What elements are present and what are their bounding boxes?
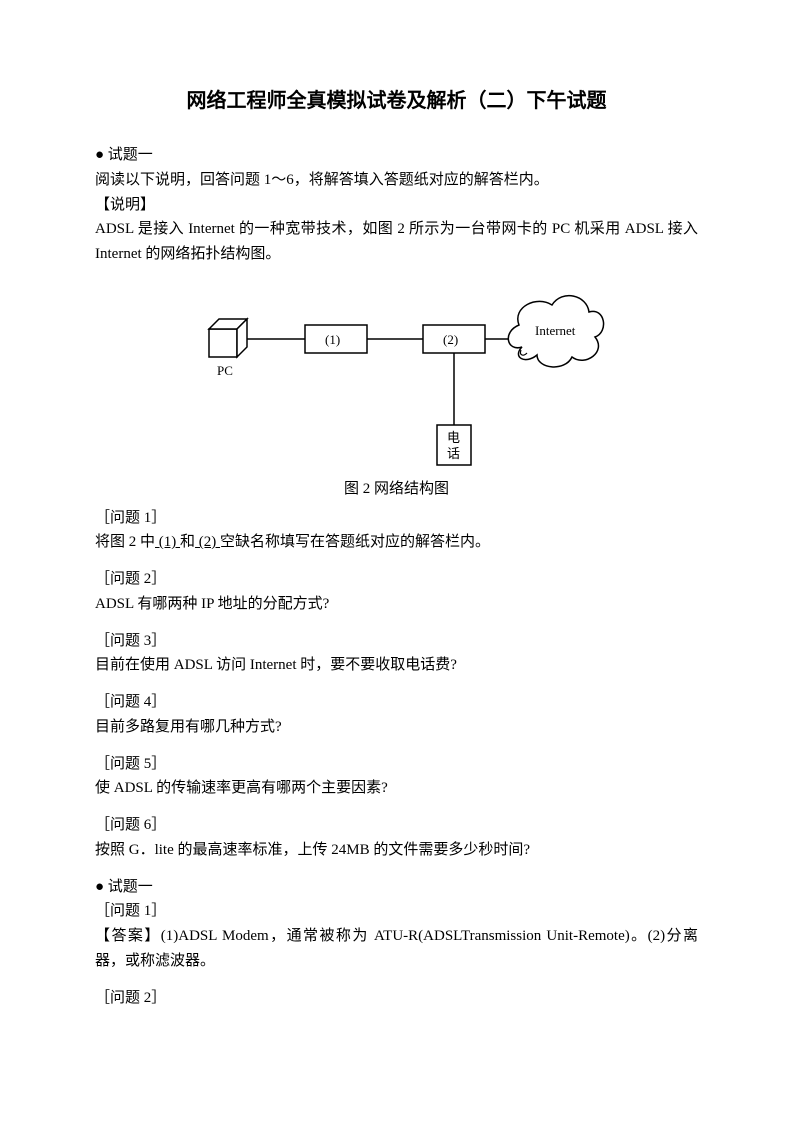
q1-text-c: 空缺名称填写在答题纸对应的解答栏内。 [220,534,490,550]
box-2-label: (2) [443,332,458,347]
intro-description: ADSL 是接入 Internet 的一种宽带技术，如图 2 所示为一台带网卡的… [95,217,698,267]
network-diagram: PC (1) (2) Internet 电 话 [95,277,698,472]
q1-text-a: 将图 2 中 [95,534,155,550]
q1-text-b: 和 [180,534,195,550]
box-1-label: (1) [325,332,340,347]
q2-text: ADSL 有哪两种 IP 地址的分配方式? [95,592,698,617]
phone-label-1: 电 [447,430,460,445]
answer-header: ● 试题一 [95,875,698,900]
q5-label: ［问题 5］ [95,752,698,777]
q1-text: 将图 2 中 (1) 和 (2) 空缺名称填写在答题纸对应的解答栏内。 [95,530,698,555]
q6-label: ［问题 6］ [95,813,698,838]
phone-label-2: 话 [447,446,460,461]
q3-label: ［问题 3］ [95,629,698,654]
q4-label: ［问题 4］ [95,690,698,715]
intro-label: 【说明】 [95,193,698,218]
internet-cloud-icon: Internet [508,295,603,366]
q3-text: 目前在使用 ADSL 访问 Internet 时，要不要收取电话费? [95,653,698,678]
q4-text: 目前多路复用有哪几种方式? [95,715,698,740]
page-title: 网络工程师全真模拟试卷及解析（二）下午试题 [95,85,698,118]
internet-label: Internet [535,323,576,338]
intro-line-1: 阅读以下说明，回答问题 1～6，将解答填入答题纸对应的解答栏内。 [95,168,698,193]
pc-label: PC [217,363,233,378]
a1-text: 【答案】(1)ADSL Modem，通常被称为 ATU-R(ADSLTransm… [95,924,698,974]
question-set-header: ● 试题一 [95,143,698,168]
q5-text: 使 ADSL 的传输速率更高有哪两个主要因素? [95,776,698,801]
q1-blank-2: (2) [195,534,220,550]
a1-label: ［问题 1］ [95,899,698,924]
q2-label: ［问题 2］ [95,567,698,592]
q1-blank-1: (1) [155,534,180,550]
diagram-caption: 图 2 网络结构图 [95,477,698,502]
pc-icon: PC [209,319,247,378]
a2-label: ［问题 2］ [95,986,698,1011]
q1-label: ［问题 1］ [95,506,698,531]
q6-text: 按照 G．lite 的最高速率标准，上传 24MB 的文件需要多少秒时间? [95,838,698,863]
